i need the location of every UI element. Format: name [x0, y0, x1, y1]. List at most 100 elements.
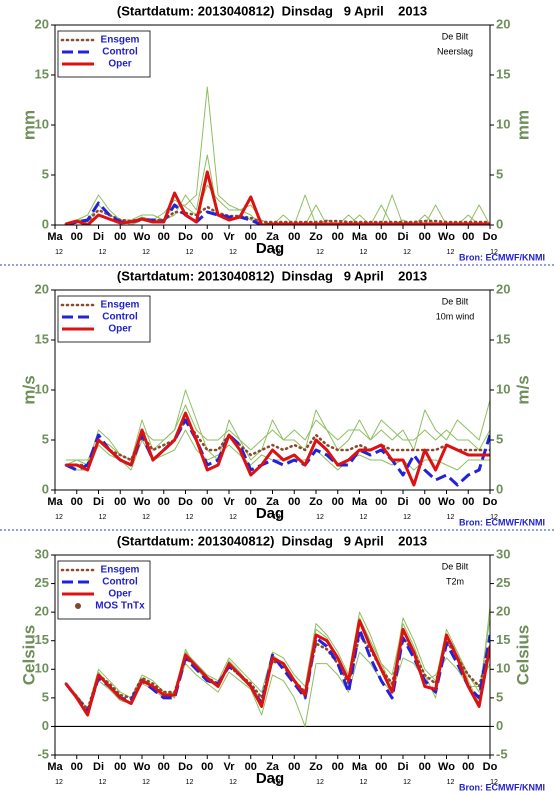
chart-title: (Startdatum: 2013040812) Dinsdag 9 April… — [117, 3, 427, 18]
x-tick-label: 00 — [158, 231, 170, 243]
y2-tick-label: 5 — [496, 166, 503, 181]
x-tick-sublabel: 12 — [142, 249, 150, 256]
x-tick-label: Di — [398, 496, 409, 508]
location: De Bilt — [442, 31, 469, 41]
x-tick-label: 00 — [201, 761, 213, 773]
legend-label: Oper — [108, 59, 131, 70]
y-tick-label: 20 — [35, 16, 49, 31]
x-tick-label: 00 — [245, 496, 257, 508]
x-tick-label: Zo — [309, 231, 323, 243]
member-line — [65, 86, 490, 225]
x-axis-label: Dag — [256, 240, 284, 257]
member-line — [65, 389, 490, 466]
x-tick-label: Do — [483, 761, 498, 773]
y-tick-label: 0 — [42, 481, 49, 496]
x-tick-label: 00 — [245, 231, 257, 243]
x-tick-sublabel: 12 — [186, 779, 194, 786]
x-tick-label: 00 — [375, 231, 387, 243]
x-tick-label: 00 — [462, 761, 474, 773]
y2-tick-label: 20 — [496, 16, 510, 31]
y2-axis-label: m/s — [513, 375, 532, 404]
x-tick-sublabel: 12 — [273, 514, 281, 521]
x-tick-label: Ma — [352, 496, 368, 508]
plot-frame — [54, 24, 491, 226]
x-tick-label: Do — [178, 231, 193, 243]
x-tick-sublabel: 12 — [490, 249, 498, 256]
x-tick-label: 00 — [114, 496, 126, 508]
x-tick-sublabel: 12 — [99, 779, 107, 786]
x-tick-label: 00 — [332, 761, 344, 773]
source-note: Bron: ECMWF/KNMI — [459, 252, 545, 262]
source-note: Bron: ECMWF/KNMI — [459, 782, 545, 792]
x-tick-label: Ma — [47, 496, 63, 508]
x-tick-label: Ma — [47, 231, 63, 243]
x-tick-label: Za — [266, 231, 280, 243]
y2-tick-label: 15 — [496, 331, 510, 346]
x-tick-sublabel: 12 — [403, 249, 411, 256]
x-tick-label: 00 — [158, 496, 170, 508]
x-tick-label: 00 — [245, 761, 257, 773]
x-tick-label: Wo — [134, 231, 151, 243]
x-tick-sublabel: 12 — [99, 249, 107, 256]
x-tick-label: 00 — [201, 496, 213, 508]
x-tick-label: Wo — [134, 761, 151, 773]
y2-tick-label: 0 — [496, 481, 503, 496]
x-tick-sublabel: 12 — [316, 249, 324, 256]
member-line — [65, 611, 490, 710]
x-tick-label: Za — [266, 496, 280, 508]
x-tick-label: 00 — [288, 231, 300, 243]
x-tick-label: 00 — [462, 231, 474, 243]
y2-tick-label: -5 — [496, 746, 508, 761]
x-tick-sublabel: 12 — [447, 514, 455, 521]
x-tick-label: Wo — [438, 496, 455, 508]
x-tick-label: 00 — [71, 231, 83, 243]
legend-label: Oper — [108, 589, 131, 600]
x-tick-sublabel: 12 — [186, 514, 194, 521]
x-tick-label: 00 — [375, 761, 387, 773]
legend-marker — [75, 603, 81, 609]
x-tick-label: 00 — [419, 496, 431, 508]
x-tick-label: 00 — [158, 761, 170, 773]
plot-frame — [54, 554, 491, 756]
x-tick-label: Ma — [352, 761, 368, 773]
x-tick-sublabel: 12 — [142, 514, 150, 521]
legend-label: Ensgem — [101, 35, 140, 46]
y-tick-label: 5 — [42, 166, 49, 181]
y2-tick-label: 25 — [496, 575, 510, 590]
x-tick-label: 00 — [375, 496, 387, 508]
y-axis-label: Celsius — [19, 625, 38, 685]
x-axis-label: Dag — [256, 770, 284, 787]
x-tick-label: 00 — [419, 231, 431, 243]
chart-title: (Startdatum: 2013040812) Dinsdag 9 April… — [117, 533, 427, 548]
x-tick-label: 00 — [71, 496, 83, 508]
y-tick-label: 30 — [35, 546, 49, 561]
x-tick-sublabel: 12 — [55, 249, 63, 256]
x-tick-label: Zo — [309, 761, 323, 773]
y2-tick-label: 15 — [496, 66, 510, 81]
y2-tick-label: 30 — [496, 546, 510, 561]
x-tick-label: 00 — [114, 231, 126, 243]
x-tick-sublabel: 12 — [403, 514, 411, 521]
y-tick-label: 15 — [35, 331, 49, 346]
x-tick-label: Vr — [223, 761, 235, 773]
chart-title: (Startdatum: 2013040812) Dinsdag 9 April… — [117, 268, 427, 283]
x-tick-sublabel: 12 — [229, 249, 237, 256]
y-tick-label: 20 — [35, 281, 49, 296]
x-tick-sublabel: 12 — [360, 779, 368, 786]
x-tick-label: Do — [483, 496, 498, 508]
legend-box — [57, 295, 151, 343]
y2-tick-label: 10 — [496, 661, 510, 676]
x-tick-sublabel: 12 — [316, 779, 324, 786]
y2-tick-label: 5 — [496, 689, 503, 704]
x-tick-label: Di — [398, 761, 409, 773]
x-tick-sublabel: 12 — [490, 514, 498, 521]
y2-tick-label: 20 — [496, 604, 510, 619]
x-tick-label: Di — [398, 231, 409, 243]
y2-axis-label: Celsius — [513, 625, 532, 685]
y-tick-label: 10 — [35, 661, 49, 676]
x-tick-label: Wo — [438, 761, 455, 773]
x-tick-label: Do — [483, 231, 498, 243]
legend-label: Ensgem — [101, 300, 140, 311]
variable: Neerslag — [437, 46, 473, 56]
x-tick-sublabel: 12 — [316, 514, 324, 521]
